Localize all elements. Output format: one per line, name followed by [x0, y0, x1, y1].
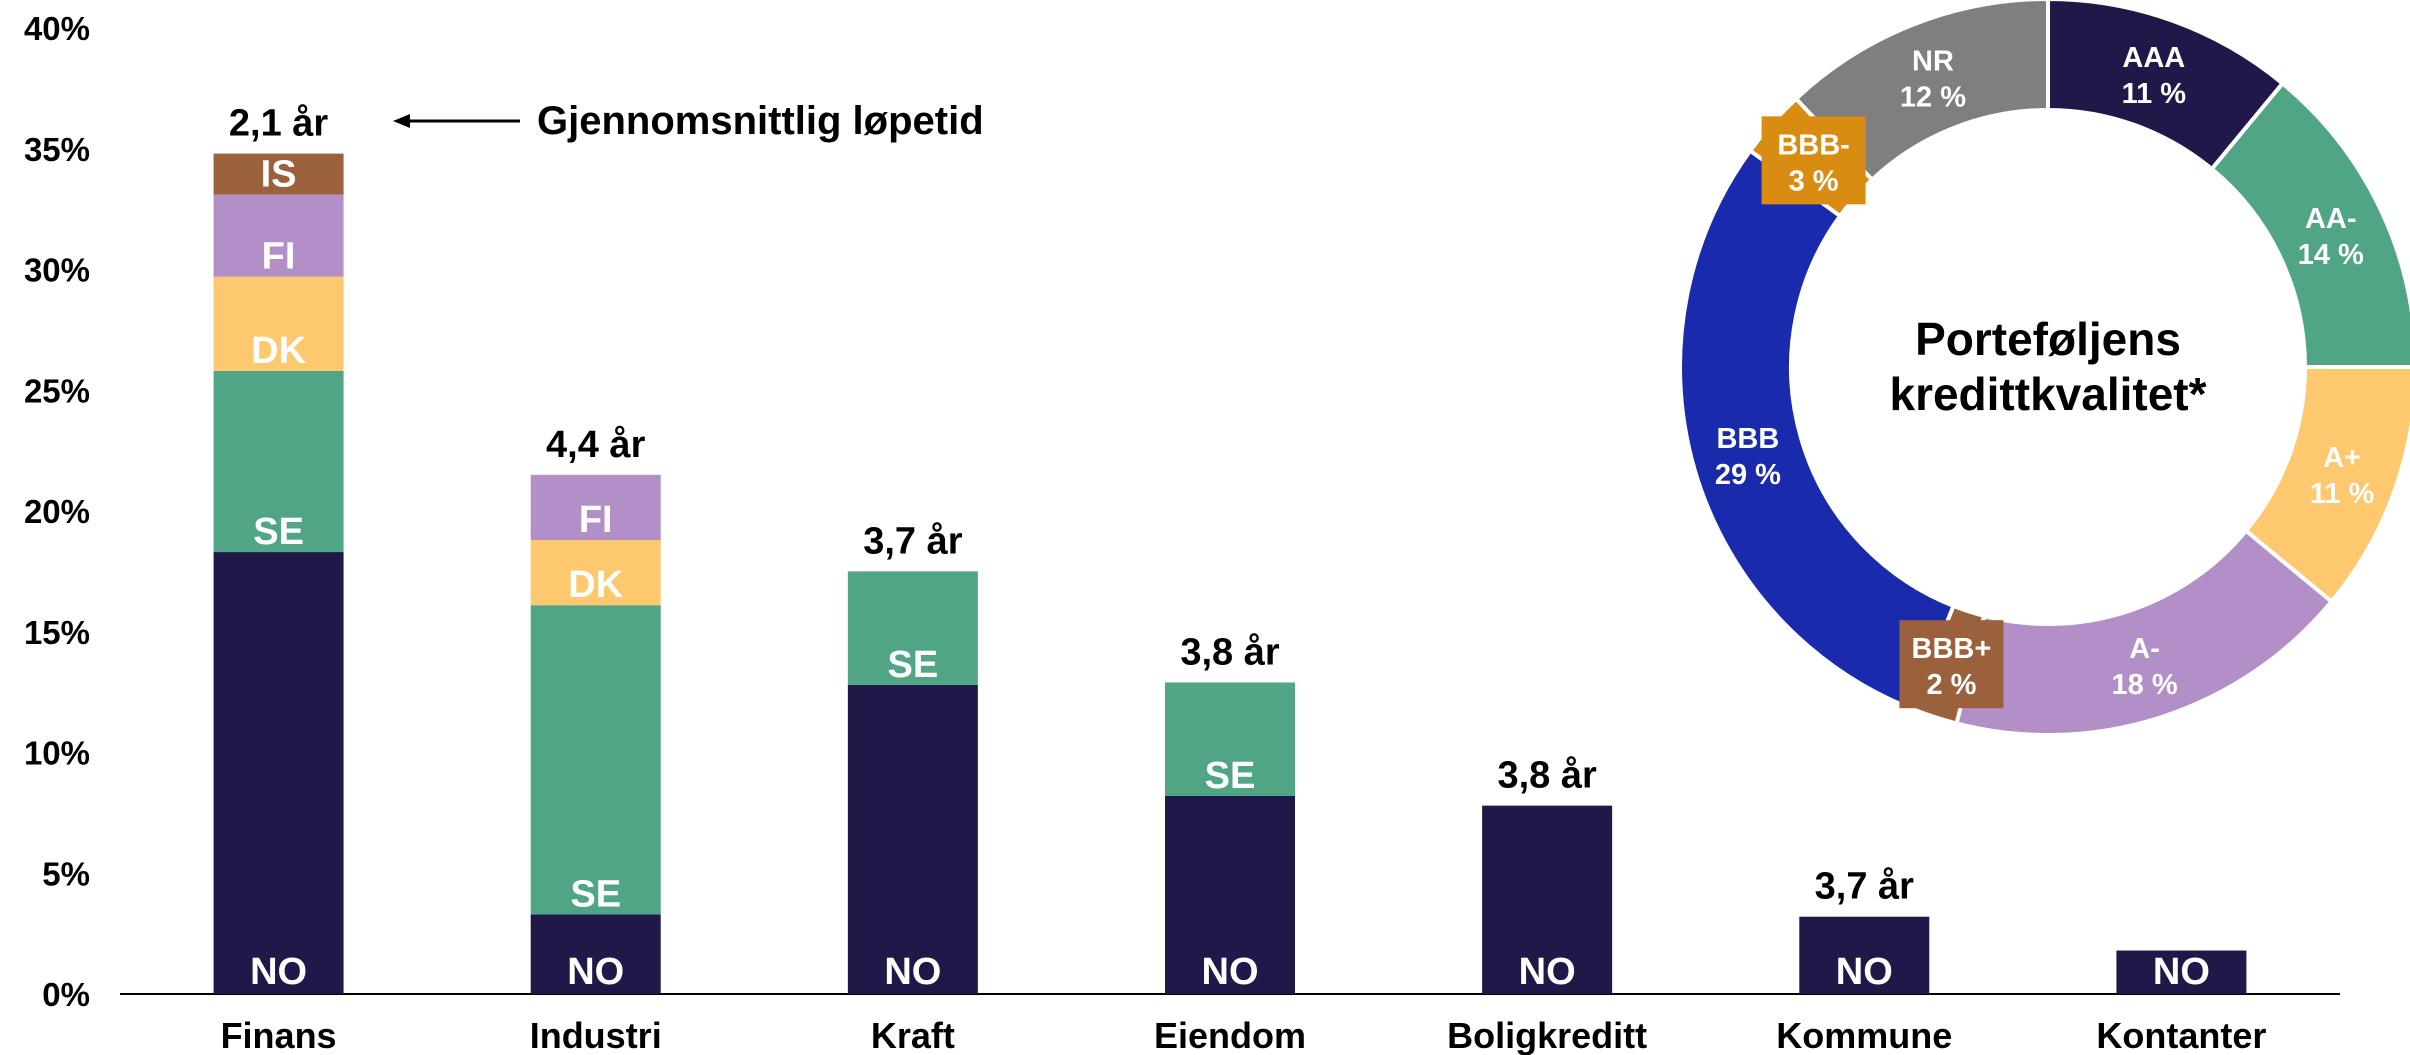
bar-duration-label: 3,7 år [863, 520, 963, 562]
donut-slice-label: BBB+ [1912, 633, 1992, 665]
bar-segment-label: NO [884, 951, 941, 993]
bar-segment-label: FI [262, 236, 296, 278]
donut-slice-a [1954, 528, 2335, 738]
donut-slice-bbb [1678, 147, 1956, 712]
donut-slice-label: A+ [2323, 442, 2361, 474]
x-category-label: Industri [530, 1015, 662, 1055]
bar-segment-label: NO [1519, 951, 1576, 993]
bar-segment-kommune-no [1799, 916, 1930, 994]
x-category-label: Eiendom [1154, 1015, 1306, 1055]
bar-segment-label: SE [1205, 755, 1256, 797]
donut-center-title-line1: Porteføljens [1915, 313, 2181, 365]
x-category-label: Kommune [1776, 1015, 1952, 1055]
bar-segment-industri-fi [530, 474, 661, 540]
bar-segment-label: SE [888, 644, 939, 686]
bar-segment-finans-no [213, 552, 344, 994]
donut-chart: AAA 11 % AA- 14 % A+ 11 % A- 18 % BBB+ 2 % BBB 29 %… [1678, 0, 2410, 738]
bar-segment-label: IS [261, 154, 297, 196]
bar-segment-label: SE [570, 873, 621, 915]
donut-center-title-line2: kredittkvalitet* [1889, 368, 2206, 420]
bar-segment-boligkreditt-no [1482, 805, 1613, 994]
annotation-arrowhead [393, 114, 410, 128]
y-tick-label: 40% [24, 10, 90, 47]
y-tick-label: 35% [24, 131, 90, 168]
donut-slice-label: NR [1912, 45, 1954, 77]
bar-segment-label: NO [567, 951, 624, 993]
y-tick-label: 20% [24, 493, 90, 530]
bar-segment-kontanter-no [2116, 950, 2247, 994]
y-tick-label: 25% [24, 372, 90, 409]
bar-duration-label: 3,8 år [1180, 631, 1280, 673]
donut-slice-label: AAA [2122, 42, 2185, 74]
donut-slice-value: 18 % [2112, 669, 2178, 701]
donut-slice-value: 2 % [1926, 669, 1976, 701]
bar-segment-industri-dk [530, 539, 661, 606]
x-category-label: Kraft [871, 1015, 955, 1055]
bar-segment-label: NO [250, 951, 307, 993]
x-category-label: Boligkreditt [1447, 1015, 1647, 1055]
donut-slice-value: 29 % [1715, 459, 1781, 491]
bar-chart: 0% 5% 10% 15% 20% 25% 30% 35% 40% NO SE DK FI IS 2,1 å… [24, 10, 2340, 1055]
bar-duration-label: 3,8 år [1497, 755, 1597, 797]
bar-segment-kraft-se [847, 571, 978, 685]
bar-segment-label: NO [1202, 951, 1259, 993]
bar-segment-industri-no [530, 914, 661, 994]
bar-duration-label: 2,1 år [229, 103, 329, 145]
bar-duration-label: 4,4 år [546, 424, 646, 466]
bar-segment-kraft-no [847, 684, 978, 994]
donut-slice-label: BBB [1716, 423, 1779, 455]
donut-slice-label: AA- [2305, 203, 2357, 235]
y-tick-label: 15% [24, 614, 90, 651]
duration-annotation: Gjennomsnittlig løpetid [393, 99, 984, 143]
donut-slice-label: A- [2129, 633, 2160, 665]
bar-segment-label: NO [1836, 951, 1893, 993]
x-category-label: Kontanter [2096, 1015, 2266, 1055]
donut-slice-value: 11 % [2310, 478, 2375, 510]
y-tick-label: 30% [24, 252, 90, 289]
donut-slice-value: 11 % [2122, 78, 2187, 110]
y-tick-label: 5% [42, 855, 90, 892]
donut-callout-box [1761, 116, 1866, 205]
donut-slice-label: BBB- [1777, 129, 1850, 161]
bar-segment-eiendom-se [1165, 682, 1295, 796]
y-tick-label: 10% [24, 735, 90, 772]
donut-slice-value: 14 % [2298, 239, 2364, 271]
bar-segment-finans-fi [213, 194, 344, 277]
bar-segment-label: DK [568, 564, 623, 606]
bar-segment-eiendom-no [1165, 795, 1295, 994]
donut-slice-value: 3 % [1789, 165, 1839, 197]
bar-segment-finans-dk [213, 276, 344, 371]
bar-segment-label: SE [253, 511, 304, 553]
annotation-text: Gjennomsnittlig løpetid [537, 99, 984, 143]
bar-segment-industri-se [530, 605, 661, 915]
y-tick-label: 0% [42, 976, 90, 1013]
donut-callout-box [1899, 620, 2004, 709]
donut-slice-aa [2209, 80, 2410, 369]
bar-segment-finans-is [213, 153, 344, 195]
bar-segment-label: NO [2153, 951, 2210, 993]
x-category-label: Finans [221, 1015, 337, 1055]
bar-segment-finans-se [213, 370, 344, 553]
bar-segment-label: FI [579, 499, 613, 541]
bar-duration-label: 3,7 år [1815, 866, 1915, 908]
bar-segment-label: DK [251, 330, 306, 372]
donut-slice-value: 12 % [1900, 81, 1966, 113]
